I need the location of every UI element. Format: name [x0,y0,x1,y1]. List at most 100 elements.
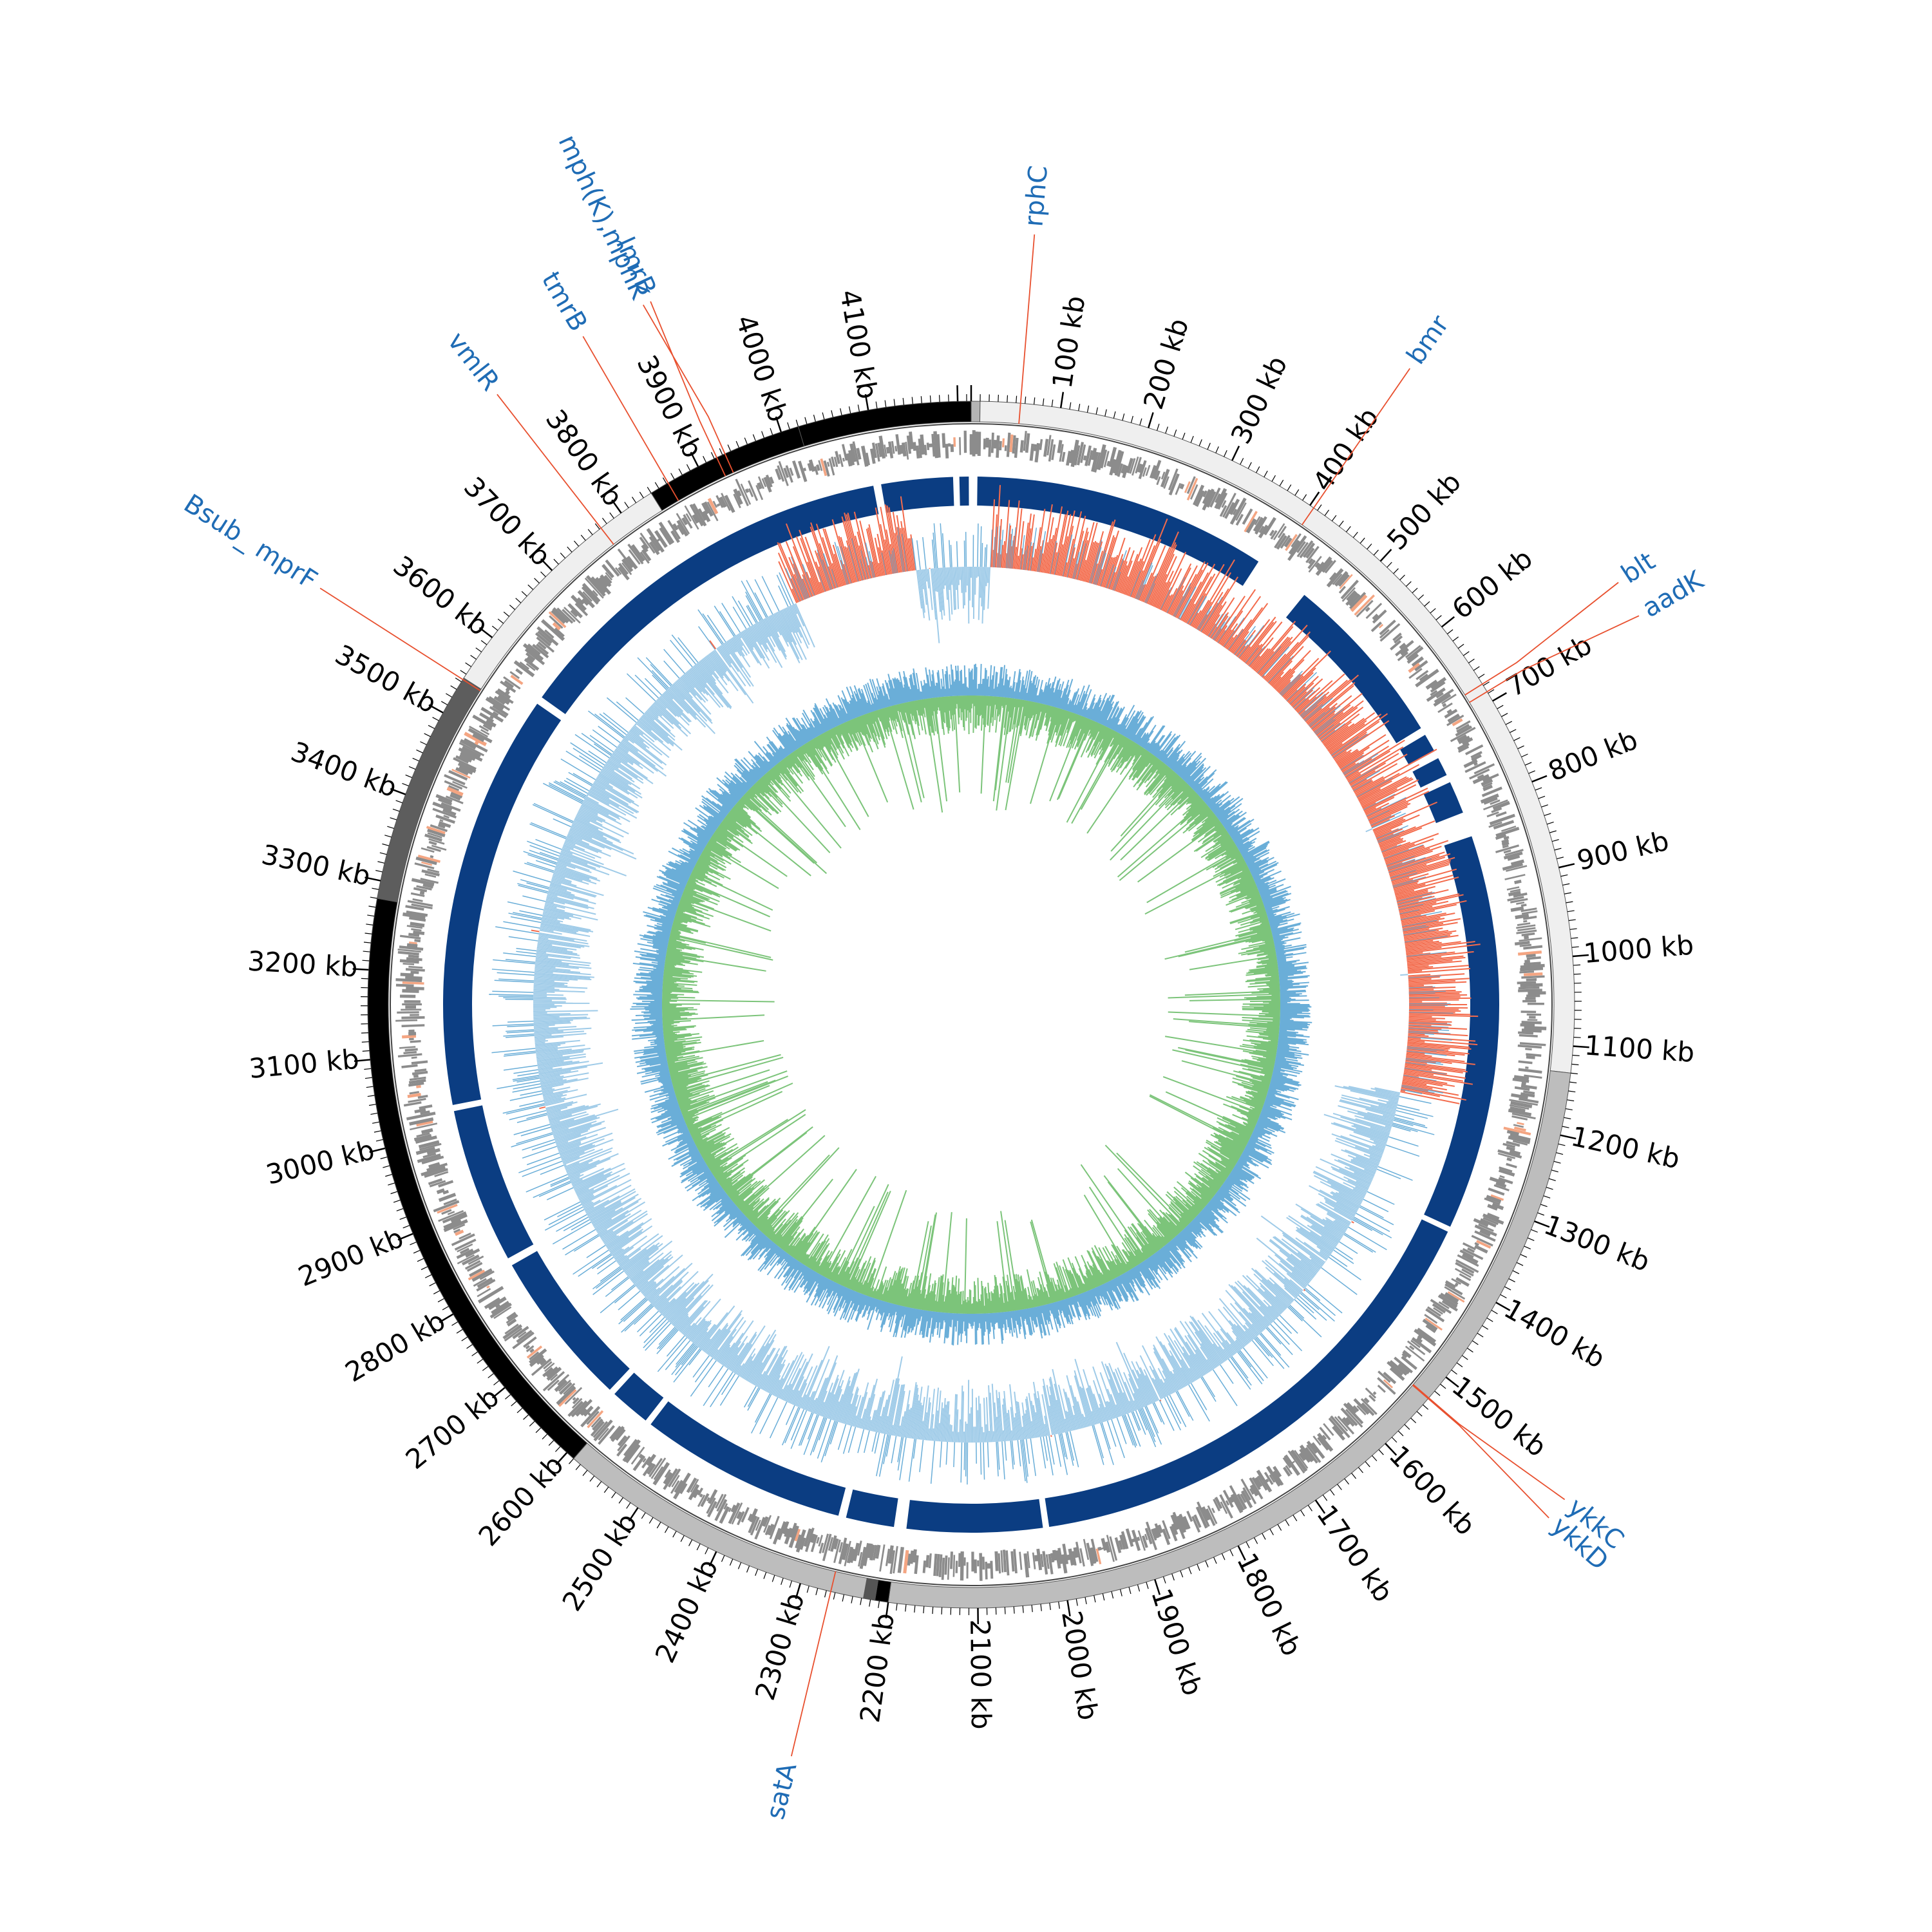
feature-mark [574,602,589,616]
skew-bar [531,929,540,933]
skew-bar [516,1114,548,1123]
feature-mark [522,643,544,661]
skew-bar [1094,521,1114,585]
skew-bar [992,536,996,567]
skew-bar [656,1327,677,1349]
feature-mark [1316,562,1325,571]
skew-bar [1236,1280,1276,1321]
feature-mark [1526,954,1536,958]
skew-bar [1020,554,1024,570]
feature-mark [782,1521,790,1535]
feature-mark [1455,720,1471,730]
feature-mark [1101,1538,1108,1551]
feature-mark [420,1110,430,1115]
feature-mark [1136,1537,1141,1542]
skew-bar [1408,999,1459,1001]
feature-mark [1129,458,1136,474]
feature-mark [455,755,469,764]
skew-bar [1184,603,1195,623]
skew-bar [508,936,538,942]
skew-bar [747,1334,777,1382]
feature-mark [769,1515,780,1540]
skew-bar [764,1349,788,1392]
feature-mark [1521,932,1535,936]
skew-bar [994,485,1001,568]
feature-mark [918,439,922,459]
skew-bar [1378,833,1400,844]
feature-mark [1155,470,1160,480]
skew-bar [1173,583,1191,617]
skew-bar [1256,1336,1285,1369]
skew-bar [1356,1213,1390,1232]
skew-bar [1129,1400,1135,1412]
skew-bar [600,1266,621,1282]
content-bar [975,696,978,729]
skew-bar [1170,1355,1189,1386]
skew-bar [1363,784,1417,811]
feature-mark [1299,1444,1314,1463]
skew-bar [1340,1135,1385,1152]
feature-mark [433,1200,460,1213]
feature-mark [1416,1327,1437,1343]
skew-bar [1394,875,1454,892]
feature-mark [1039,439,1043,450]
skew-bar [1356,773,1400,797]
skew-bar [1112,558,1124,591]
feature-mark [1326,568,1344,588]
skew-bar [1407,1044,1450,1050]
skew-bar [820,1420,836,1463]
feature-mark [409,1091,419,1095]
feature-mark [413,887,428,893]
skew-bar [996,1441,999,1477]
skew-bar [1298,692,1323,714]
skew-bar [1175,561,1206,618]
skew-bar [1326,720,1367,750]
feature-mark [1520,963,1545,969]
skew-bar [1291,691,1307,706]
skew-bar [505,998,534,1000]
skew-bar [533,1024,555,1027]
skew-bar [1173,1328,1205,1376]
skew-bar [1037,1391,1046,1437]
skew-bar [1232,1330,1245,1347]
feature-mark [537,641,547,650]
skew-bar [1360,777,1412,805]
skew-bar [1011,527,1017,569]
skew-bar [1203,605,1223,634]
skew-bar [1408,968,1470,974]
skew-bar [741,580,763,620]
skew-bar [1044,1416,1049,1436]
feature-mark [419,1142,442,1151]
feature-mark [869,1544,876,1561]
skew-bar [810,1417,825,1455]
skew-bar [1164,1378,1174,1394]
skew-bar [732,596,751,627]
skew-bar [848,1426,857,1454]
feature-mark [1454,1282,1459,1287]
feature-mark [419,1104,433,1110]
feature-mark [977,431,981,456]
skew-bar [1380,839,1403,849]
skew-bar [716,1320,746,1362]
skew-bar [728,1354,739,1370]
skew-bar [1132,1369,1149,1406]
feature-mark [1441,1300,1458,1312]
skew-bar [1374,819,1406,834]
skew-bar [1106,554,1119,589]
skew-bar [1327,1180,1364,1200]
feature-mark [491,1300,510,1315]
feature-mark [673,1472,691,1500]
feature-mark [1341,587,1356,602]
skew-bar [1387,851,1445,871]
skew-bar [866,1416,871,1430]
skew-bar [1390,857,1455,878]
content-bar [1280,989,1287,992]
feature-mark [1377,1385,1386,1393]
skew-bar [1095,519,1116,585]
skew-bar [945,1441,948,1465]
skew-bar [943,1405,947,1442]
skew-bar [1234,639,1247,656]
skew-bar [1285,672,1314,701]
feature-mark [1337,573,1350,587]
feature-mark [416,885,432,891]
